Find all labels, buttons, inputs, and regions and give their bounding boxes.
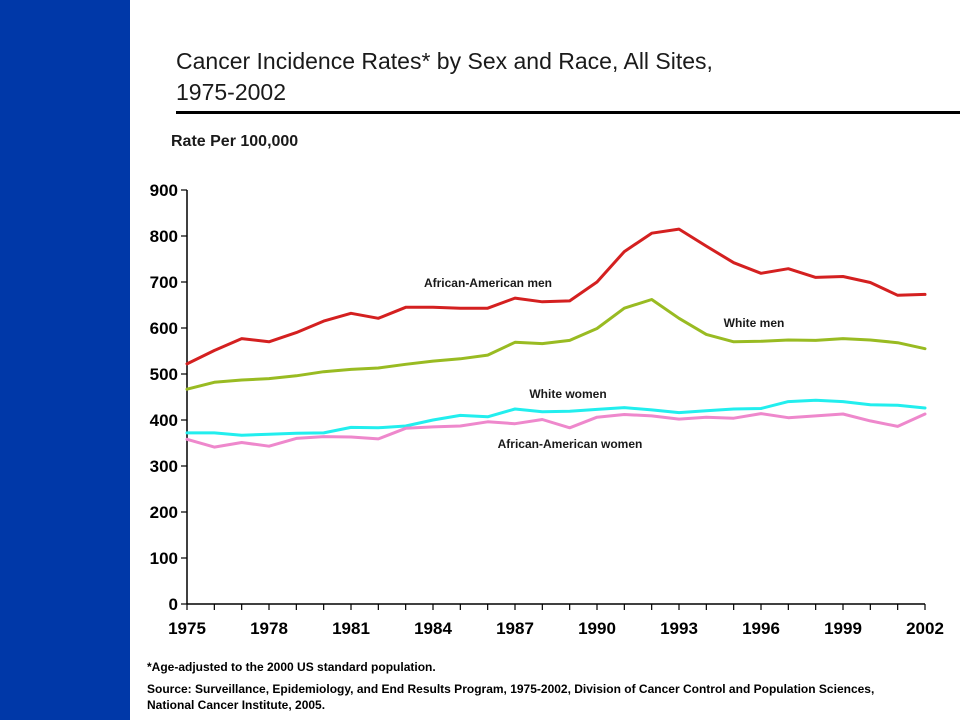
x-tick-label: 2002 bbox=[906, 619, 944, 638]
x-tick-label: 1981 bbox=[332, 619, 370, 638]
slide-title-line2: 1975-2002 bbox=[176, 79, 286, 105]
x-tick-label: 1984 bbox=[414, 619, 452, 638]
y-tick-label: 300 bbox=[150, 457, 178, 476]
series-line-white-men bbox=[185, 298, 927, 391]
x-tick-label: 1996 bbox=[742, 619, 780, 638]
x-tick-label: 1978 bbox=[250, 619, 288, 638]
x-tick-label: 1993 bbox=[660, 619, 698, 638]
x-tick-label: 1987 bbox=[496, 619, 534, 638]
x-tick-label: 1999 bbox=[824, 619, 862, 638]
y-tick-label: 0 bbox=[169, 595, 178, 614]
y-tick-label: 100 bbox=[150, 549, 178, 568]
y-tick-label: 400 bbox=[150, 411, 178, 430]
y-tick-label: 600 bbox=[150, 319, 178, 338]
series-annotation: White men bbox=[724, 316, 785, 330]
slide-title-line1: Cancer Incidence Rates* by Sex and Race,… bbox=[176, 48, 713, 74]
x-tick-label: 1990 bbox=[578, 619, 616, 638]
series-annotation: African-American men bbox=[424, 276, 552, 290]
left-sidebar-bar bbox=[0, 0, 130, 720]
y-tick-label: 900 bbox=[150, 181, 178, 200]
slide-title: Cancer Incidence Rates* by Sex and Race,… bbox=[176, 46, 876, 108]
x-tick-label: 1975 bbox=[168, 619, 206, 638]
y-axis-label: Rate Per 100,000 bbox=[171, 133, 299, 150]
chart-series-lines bbox=[185, 227, 927, 449]
chart-annotations: African-American men White men White women… bbox=[424, 276, 784, 451]
series-line-white-women bbox=[185, 398, 927, 437]
series-line-african-american-men bbox=[185, 227, 927, 366]
series-annotation: African-American women bbox=[498, 437, 643, 451]
series-line-african-american-women bbox=[185, 412, 927, 449]
y-tick-label: 500 bbox=[150, 365, 178, 384]
footnote: *Age-adjusted to the 2000 US standard po… bbox=[147, 660, 436, 674]
title-underline bbox=[176, 111, 960, 114]
series-annotation: White women bbox=[529, 387, 606, 401]
y-tick-label: 200 bbox=[150, 503, 178, 522]
source-note: Source: Surveillance, Epidemiology, and … bbox=[147, 682, 875, 712]
y-tick-label: 800 bbox=[150, 227, 178, 246]
chart-axes: 0 100 200 300 400 500 600 700 800 900 1975 1978 1981… bbox=[150, 181, 944, 638]
y-tick-label: 700 bbox=[150, 273, 178, 292]
